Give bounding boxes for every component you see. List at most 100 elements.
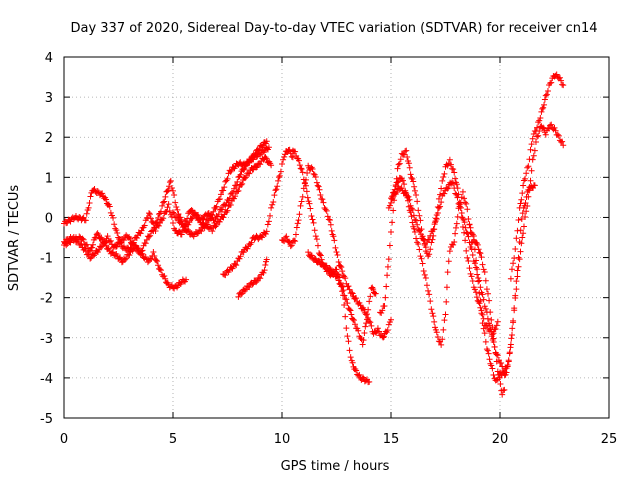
x-axis-label: GPS time / hours: [281, 459, 390, 474]
data-point: [540, 104, 547, 111]
data-point: [483, 286, 490, 293]
data-point: [110, 214, 117, 221]
data-point: [479, 311, 486, 318]
data-point: [440, 174, 447, 181]
data-point: [516, 256, 523, 263]
data-point: [162, 193, 169, 200]
data-point: [555, 132, 562, 139]
data-point: [94, 188, 101, 195]
data-point: [263, 228, 270, 235]
data-point: [462, 237, 469, 244]
data-point: [417, 253, 424, 260]
data-point: [464, 230, 471, 237]
data-point: [164, 204, 171, 211]
data-point: [205, 217, 212, 224]
data-point: [483, 346, 490, 353]
data-point: [542, 131, 549, 138]
data-point: [453, 191, 460, 198]
data-point: [313, 179, 320, 186]
data-point: [274, 183, 281, 190]
data-point: [462, 199, 469, 206]
data-point: [541, 101, 548, 108]
data-point: [297, 165, 304, 172]
data-point: [353, 295, 360, 302]
series-track-4: [170, 154, 275, 240]
data-point: [370, 286, 377, 293]
x-tick-labels: 0 5 10 15 20 25: [60, 432, 617, 447]
data-point: [346, 347, 353, 354]
data-point: [346, 286, 353, 293]
data-point: [298, 198, 305, 205]
data-point: [339, 288, 346, 295]
data-point: [525, 163, 532, 170]
y-tick-label: 1: [45, 171, 53, 186]
data-point: [317, 252, 324, 259]
data-point: [253, 154, 260, 161]
data-point: [551, 124, 558, 131]
data-point: [154, 258, 161, 265]
data-point: [410, 212, 417, 219]
data-point: [531, 182, 538, 189]
data-point: [155, 215, 162, 222]
data-point: [316, 251, 323, 258]
data-point: [381, 302, 388, 309]
data-point: [216, 195, 223, 202]
data-point: [455, 200, 462, 207]
data-point: [438, 185, 445, 192]
data-point: [295, 217, 302, 224]
data-point: [552, 127, 559, 134]
data-point: [423, 282, 430, 289]
data-point: [446, 156, 453, 163]
data-point: [244, 245, 251, 252]
data-point: [310, 170, 317, 177]
data-point: [142, 240, 149, 247]
data-point: [474, 241, 481, 248]
data-point: [276, 172, 283, 179]
data-point: [511, 305, 518, 312]
data-point: [146, 233, 153, 240]
data-point: [275, 177, 282, 184]
data-point: [389, 194, 396, 201]
data-point: [335, 259, 342, 266]
data-point: [408, 205, 415, 212]
data-point: [95, 231, 102, 238]
data-point: [476, 249, 483, 256]
data-point: [441, 190, 448, 197]
data-point: [192, 211, 199, 218]
data-point: [441, 170, 448, 177]
data-point: [401, 181, 408, 188]
data-point: [292, 148, 299, 155]
data-point: [133, 234, 140, 241]
data-point: [459, 188, 466, 195]
data-point: [439, 336, 446, 343]
data-point: [118, 259, 125, 266]
data-point: [493, 351, 500, 358]
data-point: [477, 250, 484, 257]
data-point: [522, 199, 529, 206]
data-point: [506, 349, 513, 356]
data-point: [326, 216, 333, 223]
data-point: [159, 202, 166, 209]
data-point: [80, 236, 87, 243]
data-point: [150, 248, 157, 255]
data-point: [314, 242, 321, 249]
data-point: [537, 114, 544, 121]
data-point: [396, 160, 403, 167]
data-point: [464, 206, 471, 213]
data-point: [499, 363, 506, 370]
data-point: [473, 289, 480, 296]
y-tick-label: 4: [45, 51, 53, 66]
data-point: [294, 220, 301, 227]
data-point: [91, 185, 98, 192]
data-point: [364, 311, 371, 318]
data-point: [143, 236, 150, 243]
data-point: [352, 366, 359, 373]
data-point: [268, 162, 275, 169]
data-point: [541, 96, 548, 103]
data-point: [83, 210, 90, 217]
data-point: [83, 241, 90, 248]
data-point: [261, 267, 268, 274]
series-track-13: [466, 121, 567, 384]
data-point: [148, 255, 155, 262]
data-point: [466, 221, 473, 228]
